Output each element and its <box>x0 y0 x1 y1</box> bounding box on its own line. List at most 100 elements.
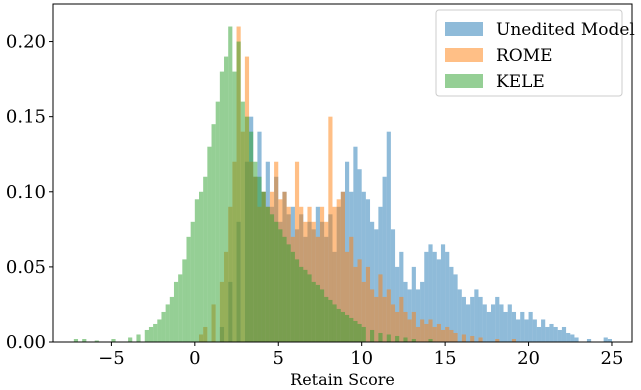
histogram-bar <box>428 244 433 342</box>
histogram-bar <box>411 311 416 342</box>
histogram-bar <box>424 251 429 342</box>
histogram-bar <box>461 334 466 342</box>
histogram-bar <box>386 131 391 342</box>
y-tick-label: 0.05 <box>6 257 46 278</box>
histogram-bar <box>395 311 400 342</box>
histogram-bar <box>353 146 358 342</box>
histogram-bar <box>178 274 183 342</box>
histogram-bar <box>261 191 266 342</box>
histogram-bar <box>445 251 450 342</box>
plot-frame <box>52 3 633 343</box>
histogram-bar <box>357 259 362 342</box>
histogram-bar <box>269 214 275 342</box>
histogram-bar <box>345 161 350 342</box>
legend-swatch <box>445 74 483 88</box>
histogram-bar <box>294 161 300 342</box>
histogram-bar <box>211 124 216 343</box>
histogram-bar <box>428 339 433 342</box>
histogram-bar <box>253 161 258 342</box>
histogram-bar <box>395 266 400 342</box>
histogram-bar <box>470 296 475 342</box>
histogram-bar <box>153 323 158 342</box>
histogram-bar <box>357 169 362 342</box>
histogram-bar <box>336 308 341 342</box>
legend: Unedited Model ROME KELE <box>435 9 635 97</box>
histogram-bar <box>286 244 291 342</box>
histogram-bar <box>332 206 337 342</box>
histogram-bar <box>545 326 550 342</box>
x-tick-label: 0 <box>189 348 200 369</box>
legend-label: KELE <box>496 72 545 92</box>
histogram-bar <box>495 296 500 342</box>
histogram-bar <box>603 337 608 342</box>
histogram-bar <box>165 304 170 342</box>
histogram-bar <box>199 191 204 342</box>
histogram-bar <box>215 101 220 342</box>
histogram-bar <box>315 284 320 342</box>
y-tick-label: 0.10 <box>6 182 46 203</box>
histogram-bar <box>340 191 345 342</box>
histogram-bar <box>374 296 379 342</box>
histogram-bar <box>461 296 466 342</box>
histogram-bar <box>470 335 475 342</box>
histogram-bar <box>361 326 366 342</box>
histogram-bar <box>249 131 254 342</box>
histogram-bar <box>403 337 408 342</box>
histogram-bar <box>282 236 287 342</box>
histogram-bar <box>345 314 350 342</box>
histogram-bar <box>511 311 517 342</box>
histogram-bar <box>349 317 354 342</box>
histogram-bar <box>294 259 300 342</box>
histogram-bar <box>528 311 533 342</box>
histogram-bar <box>382 296 387 342</box>
histogram-bar <box>319 289 325 342</box>
histogram-bar <box>399 296 404 342</box>
histogram-bar <box>332 304 337 342</box>
histogram-bar <box>424 323 429 342</box>
histogram-bar <box>161 311 166 342</box>
histogram-bar <box>340 311 345 342</box>
y-tick-label: 0.20 <box>6 32 46 53</box>
histogram-bar <box>370 329 375 342</box>
histogram-bar <box>436 323 441 342</box>
histogram-bar <box>82 339 87 342</box>
histogram-bar <box>328 299 333 342</box>
histogram-bar <box>265 206 270 342</box>
histogram-bar <box>370 221 375 342</box>
histogram-bar <box>524 319 529 342</box>
histogram-bar <box>532 319 537 342</box>
histogram-bar <box>319 206 325 342</box>
legend-swatch <box>445 48 483 62</box>
histogram-bar <box>353 320 358 342</box>
histogram-bar <box>303 269 308 342</box>
histogram-bar <box>553 326 558 342</box>
histogram-bar <box>345 251 350 342</box>
histogram-bar <box>536 326 542 342</box>
histogram-bar <box>203 176 208 342</box>
histogram-bar <box>411 266 416 342</box>
histogram-bar <box>507 304 512 342</box>
histogram-bar <box>290 251 295 342</box>
histogram-bar <box>503 311 508 342</box>
histogram-bar <box>144 329 149 342</box>
histogram-bar <box>607 339 612 342</box>
histogram-bar <box>173 281 179 342</box>
axes: −5 0 5 10 15 20 25 0.00 0.05 0.10 0.15 0.20 <box>6 3 633 369</box>
histogram-bar <box>403 281 408 342</box>
histogram-bar <box>586 339 592 342</box>
histogram-bar <box>365 266 371 342</box>
histogram-bar <box>94 340 99 342</box>
histogram-bar <box>148 326 154 342</box>
histogram-bar <box>328 116 333 342</box>
x-tick-label: −5 <box>98 348 125 369</box>
histogram-bar <box>478 337 483 342</box>
y-tick-label: 0.15 <box>6 107 46 128</box>
histogram-bar <box>511 339 517 342</box>
histogram-bar <box>440 244 446 342</box>
histogram-bar <box>407 289 412 342</box>
histogram-bar <box>157 319 162 342</box>
x-tick-label: 15 <box>434 348 457 369</box>
histogram-bar <box>232 71 237 342</box>
x-axis-label: Retain Score <box>290 370 395 389</box>
histogram-bar <box>390 304 396 342</box>
